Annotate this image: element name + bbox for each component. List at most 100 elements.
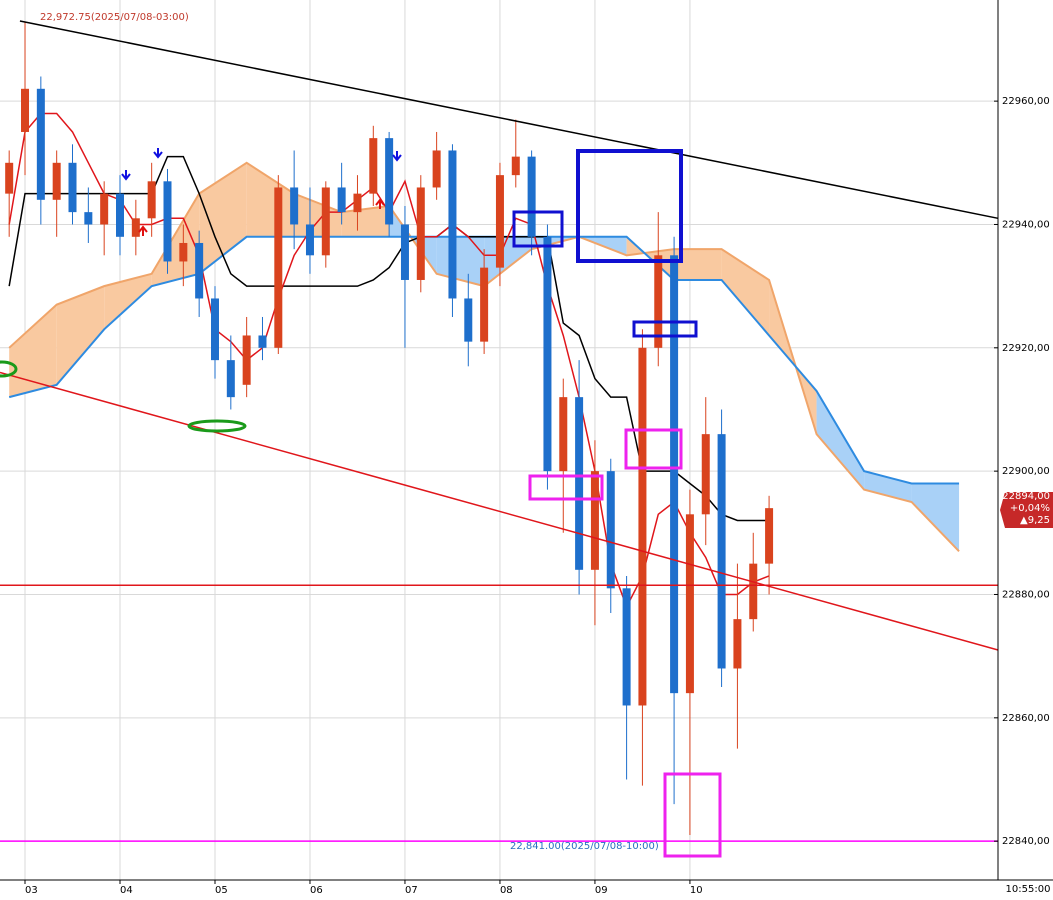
overlay [0,20,999,842]
candle-body [495,175,504,268]
candle-body [369,138,378,194]
candle-body [749,563,758,620]
cloud-area [151,193,200,287]
candle-body [622,588,631,706]
arrow-down [121,170,131,181]
candle-body [717,434,726,669]
candle-body [464,298,473,342]
arrow-up [375,198,385,209]
candle-body [242,335,251,385]
y-tick-label: 22860,00 [1002,713,1050,724]
x-tick-label: 10 [690,885,703,896]
box [632,320,698,338]
box [624,428,683,470]
candle-body [21,88,30,132]
candle-body [638,347,647,706]
candle-body [511,156,520,176]
price-tag [1000,492,1053,528]
cloud-area [911,483,960,552]
candle-body [147,181,156,219]
arrow-down [153,148,163,159]
x-tick-label: 06 [310,885,323,896]
candle-body [590,471,599,570]
candle-body [527,156,536,237]
y-tick-label: 22940,00 [1002,219,1050,230]
arrow-down [392,151,402,162]
candle-body [195,242,204,299]
high-label: 22,972.75(2025/07/08-03:00) [40,12,189,23]
x-tick-label: 09 [595,885,608,896]
candle-body [36,88,45,200]
candle-body [100,193,109,225]
axes: 22840,00 22860,00 22880,00 22900,00 22920,00… [24,96,1050,896]
box [512,210,564,248]
candle-body [84,212,93,225]
cloud-area [864,471,912,502]
candle-body [116,193,125,237]
candle-body [480,267,489,342]
change: ▲9,25 [1020,515,1050,526]
candle-body [179,242,188,262]
trendline [0,371,999,651]
cloud-area [721,249,770,336]
candle-body [400,224,409,280]
candle-body [543,236,552,472]
ellipse [0,360,18,378]
last-price: 22894,00 [1002,491,1050,502]
arrow-up [138,225,148,236]
box [663,772,722,858]
time-label: 10:55:00 [1006,884,1051,895]
box [528,474,604,501]
y-tick-label: 22920,00 [1002,343,1050,354]
cloud-area [816,390,865,490]
cloud-area [9,304,57,398]
candle-body [321,187,330,256]
box [576,149,683,263]
candles [5,22,774,835]
x-tick-label: 03 [25,885,38,896]
candle-body [305,224,314,256]
y-tick-label: 22960,00 [1002,96,1050,107]
candle-body [701,434,710,515]
candle-body [385,138,394,225]
y-tick-label: 22840,00 [1002,836,1050,847]
candle-body [654,255,663,348]
x-tick-label: 08 [500,885,513,896]
candle-body [765,508,774,564]
cloud-area [341,205,390,237]
candle-body [606,471,615,589]
candle-body [337,187,346,213]
annotations [0,148,722,858]
cloud-area [56,286,105,385]
candle-body [432,150,441,188]
candle-body [226,360,235,398]
candle-body [258,335,267,348]
candle-body [163,181,172,262]
x-tick-label: 04 [120,885,133,896]
candle-body [290,187,299,225]
candle-body [733,619,742,669]
candle-body [416,187,425,280]
candle-body [210,298,219,361]
candle-body [448,150,457,299]
candle-body [5,162,14,194]
x-tick-label: 05 [215,885,228,896]
low-label: 22,841.00(2025/07/08-10:00) [510,841,659,852]
candle-body [131,218,140,237]
candle-body [559,397,568,472]
candle-body [670,255,679,694]
candle-body [68,162,77,213]
candle-body [353,193,362,213]
candle-body [575,397,584,570]
candle-body [685,514,694,694]
y-tick-label: 22900,00 [1002,466,1050,477]
candle-body [274,187,283,348]
ellipse [187,419,247,433]
y-tick-label: 22880,00 [1002,589,1050,600]
x-tick-label: 07 [405,885,418,896]
candle-body [52,162,61,200]
cloud-area [674,249,722,280]
cloud-area [104,273,152,330]
